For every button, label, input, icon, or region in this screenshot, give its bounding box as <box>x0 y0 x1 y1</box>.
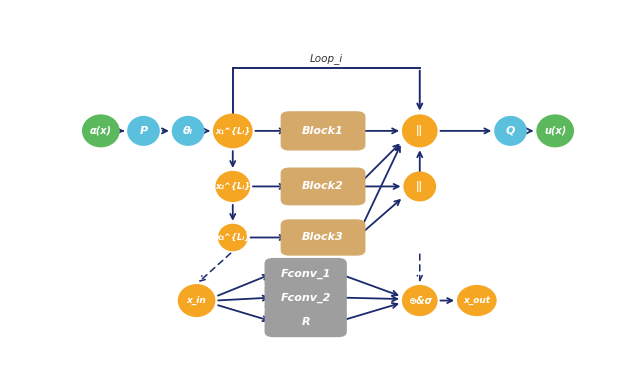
Text: x₁^{Lᵢ}: x₁^{Lᵢ} <box>215 126 250 135</box>
Text: x_out: x_out <box>463 296 490 305</box>
Text: Block3: Block3 <box>302 232 344 243</box>
Ellipse shape <box>178 284 216 317</box>
Text: Q: Q <box>506 126 515 136</box>
Text: ||: || <box>416 181 423 192</box>
Text: Fconv_2: Fconv_2 <box>280 292 331 303</box>
Text: θᵢ: θᵢ <box>183 126 193 136</box>
Text: ||: || <box>416 125 423 136</box>
Text: ⊕&σ: ⊕&σ <box>408 296 432 305</box>
Text: Block2: Block2 <box>302 181 344 191</box>
Ellipse shape <box>127 116 160 146</box>
FancyBboxPatch shape <box>280 111 365 151</box>
Text: R: R <box>301 317 310 326</box>
Ellipse shape <box>457 285 497 316</box>
Ellipse shape <box>402 285 438 316</box>
Text: P: P <box>140 126 148 136</box>
FancyBboxPatch shape <box>280 168 365 206</box>
Ellipse shape <box>82 114 120 147</box>
Text: x₂^{Lᵢ}: x₂^{Lᵢ} <box>215 182 250 191</box>
Ellipse shape <box>536 114 574 147</box>
Ellipse shape <box>216 171 250 202</box>
Text: x₃^{Lᵢ}: x₃^{Lᵢ} <box>215 233 250 242</box>
Ellipse shape <box>402 114 438 147</box>
Text: Fconv_1: Fconv_1 <box>280 268 331 279</box>
Text: α(x): α(x) <box>90 126 112 136</box>
Ellipse shape <box>213 113 253 148</box>
FancyBboxPatch shape <box>264 306 347 337</box>
Text: Block1: Block1 <box>302 126 344 136</box>
FancyBboxPatch shape <box>264 282 347 313</box>
Text: x_in: x_in <box>187 296 207 305</box>
Text: u(x): u(x) <box>544 126 566 136</box>
Ellipse shape <box>494 116 527 146</box>
Ellipse shape <box>172 116 205 146</box>
FancyBboxPatch shape <box>264 258 347 289</box>
Ellipse shape <box>403 172 436 202</box>
FancyBboxPatch shape <box>280 219 365 256</box>
Ellipse shape <box>218 224 248 251</box>
Text: Loop_i: Loop_i <box>310 53 343 64</box>
